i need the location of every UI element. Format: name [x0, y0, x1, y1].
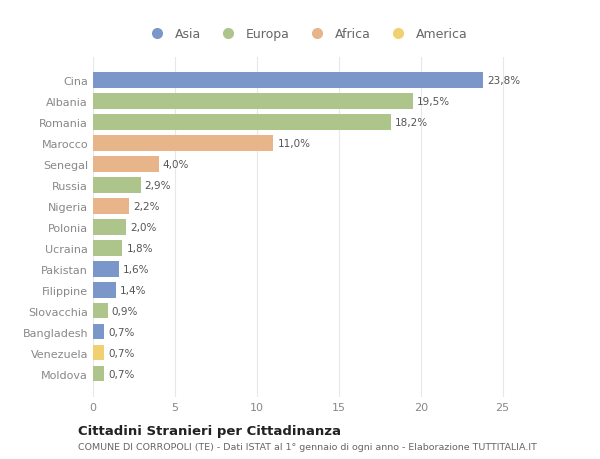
- Text: COMUNE DI CORROPOLI (TE) - Dati ISTAT al 1° gennaio di ogni anno - Elaborazione : COMUNE DI CORROPOLI (TE) - Dati ISTAT al…: [78, 442, 537, 451]
- Legend: Asia, Europa, Africa, America: Asia, Europa, Africa, America: [140, 23, 472, 46]
- Text: 18,2%: 18,2%: [395, 118, 428, 128]
- Bar: [93, 282, 116, 298]
- Text: 19,5%: 19,5%: [416, 96, 450, 106]
- Text: 2,9%: 2,9%: [145, 180, 171, 190]
- Bar: [93, 324, 104, 340]
- Text: 23,8%: 23,8%: [487, 76, 520, 86]
- Text: 2,0%: 2,0%: [130, 222, 156, 232]
- Text: 0,7%: 0,7%: [109, 327, 135, 337]
- Text: Cittadini Stranieri per Cittadinanza: Cittadini Stranieri per Cittadinanza: [78, 424, 341, 437]
- Bar: [93, 135, 273, 151]
- Text: 0,7%: 0,7%: [109, 369, 135, 379]
- Bar: [93, 241, 122, 256]
- Text: 0,7%: 0,7%: [109, 348, 135, 358]
- Bar: [93, 345, 104, 361]
- Text: 1,4%: 1,4%: [120, 285, 146, 295]
- Bar: [93, 261, 119, 277]
- Text: 1,6%: 1,6%: [124, 264, 150, 274]
- Bar: [93, 94, 413, 109]
- Bar: [93, 219, 126, 235]
- Text: 1,8%: 1,8%: [127, 243, 153, 253]
- Bar: [93, 366, 104, 381]
- Text: 0,9%: 0,9%: [112, 306, 138, 316]
- Bar: [93, 115, 391, 130]
- Bar: [93, 73, 483, 89]
- Text: 11,0%: 11,0%: [277, 139, 310, 148]
- Bar: [93, 157, 158, 172]
- Bar: [93, 198, 129, 214]
- Bar: [93, 178, 140, 193]
- Bar: [93, 303, 108, 319]
- Text: 2,2%: 2,2%: [133, 202, 160, 211]
- Text: 4,0%: 4,0%: [163, 159, 189, 169]
